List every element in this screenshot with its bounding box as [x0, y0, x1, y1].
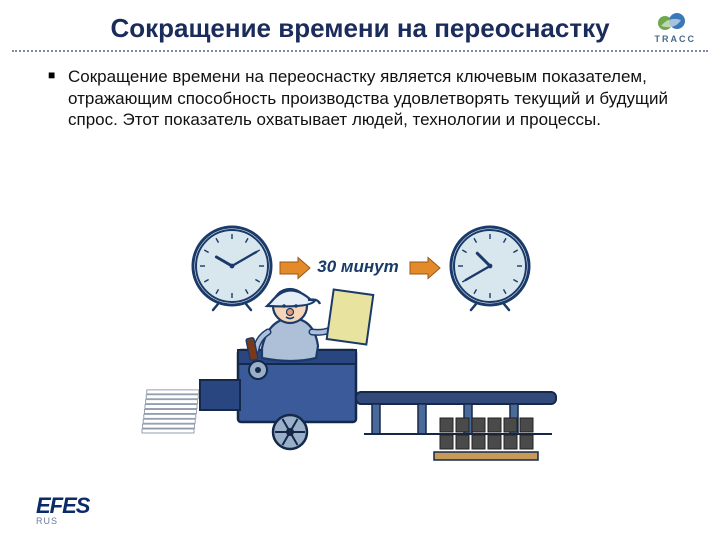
logo-tracc: TRACC: [655, 12, 697, 44]
tracc-label: TRACC: [655, 34, 697, 44]
changeover-illustration: 30 минут: [140, 220, 580, 480]
efes-main: EFES: [36, 496, 89, 516]
bullet-item: Сокращение времени на переоснастку являе…: [48, 66, 680, 131]
slide-title: Сокращение времени на переоснастку: [0, 0, 720, 50]
svg-text:30 минут: 30 минут: [317, 257, 398, 276]
title-divider: [12, 50, 708, 52]
logo-efes: EFES RUS: [36, 496, 89, 526]
tracc-swirl-icon: [655, 12, 697, 34]
body-text: Сокращение времени на переоснастку являе…: [0, 66, 720, 131]
